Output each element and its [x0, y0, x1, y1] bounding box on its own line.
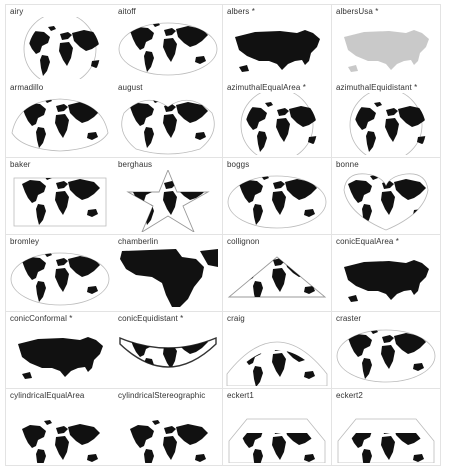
ellipse-world-icon: [227, 175, 327, 229]
projection-thumbnail: [334, 324, 438, 386]
projection-thumbnail: [116, 168, 220, 234]
projection-name: albersUsa *: [336, 7, 379, 16]
projection-thumbnail: [8, 324, 112, 386]
projection-card[interactable]: aitoff: [114, 4, 223, 82]
projection-thumbnail: [225, 401, 329, 465]
ellipse-world-icon: [336, 329, 436, 383]
projection-card[interactable]: craig: [223, 312, 332, 389]
projection-name: chamberlin: [118, 237, 159, 246]
projection-name: conicEqualArea *: [336, 237, 399, 246]
projection-thumbnail: [116, 93, 220, 155]
projection-name: berghaus: [118, 160, 153, 169]
projection-card[interactable]: cylindricalStereographic: [114, 389, 223, 466]
ellipse-world-icon: [10, 252, 110, 306]
baker-world-icon: [13, 177, 107, 227]
projection-thumbnail: [8, 247, 112, 309]
projection-card[interactable]: bromley: [5, 235, 115, 312]
august-world-icon: [121, 99, 215, 155]
projection-name: craster: [336, 314, 362, 323]
projection-thumbnail: [8, 93, 112, 155]
projection-card[interactable]: conicConformal *: [5, 312, 115, 389]
projection-name: bromley: [10, 237, 40, 246]
projection-thumbnail: [334, 247, 438, 309]
projection-name: collignon: [227, 237, 260, 246]
projection-card[interactable]: august: [114, 81, 223, 158]
projection-card[interactable]: conicEqualArea *: [332, 235, 441, 312]
projection-thumbnail: [225, 170, 329, 232]
projection-card[interactable]: baker: [5, 158, 115, 235]
projection-thumbnail: [334, 17, 438, 79]
usa-map-icon: [235, 30, 320, 72]
projection-thumbnail: [116, 17, 220, 79]
usa-map-icon: [344, 260, 429, 302]
armadillo-world-icon: [11, 98, 109, 152]
projection-thumbnail: [116, 324, 220, 386]
projection-thumbnail: [225, 17, 329, 79]
star-world-icon: [126, 168, 210, 234]
projection-name: airy: [10, 7, 24, 16]
projection-thumbnail: [225, 88, 329, 157]
globe-disc-icon: [23, 12, 100, 81]
projection-name: bonne: [336, 160, 359, 169]
projection-card[interactable]: bonne: [332, 158, 441, 235]
usa-map-icon: [344, 30, 429, 72]
projection-card[interactable]: berghaus: [114, 158, 223, 235]
projection-name: albers *: [227, 7, 255, 16]
projection-card[interactable]: eckert1: [223, 389, 332, 466]
projection-card[interactable]: albers *: [223, 4, 332, 82]
projection-name: eckert1: [227, 391, 254, 400]
projection-card[interactable]: conicEquidistant *: [114, 312, 223, 389]
projection-thumbnail: [334, 88, 438, 157]
projection-thumbnail: [8, 401, 112, 465]
projection-card[interactable]: armadillo: [5, 81, 115, 158]
projection-thumbnail: [225, 324, 329, 387]
ellipse-world-icon: [118, 22, 218, 76]
projection-card[interactable]: craster: [332, 312, 441, 389]
rect-world-icon: [116, 419, 220, 465]
heart-world-icon: [343, 173, 429, 231]
octagon-world-icon: [337, 418, 435, 465]
globe-disc-icon: [349, 88, 426, 157]
octagon-world-icon: [228, 418, 326, 465]
projection-thumbnail: [8, 170, 112, 232]
projection-name: azimuthalEqualArea *: [227, 83, 306, 92]
triangle-world-icon: [227, 256, 327, 298]
africa-map-icon: [116, 247, 220, 309]
projection-name: baker: [10, 160, 31, 169]
projection-name: eckert2: [336, 391, 363, 400]
projection-name: azimuthalEquidistant *: [336, 83, 418, 92]
projection-name: conicConformal *: [10, 314, 73, 323]
projection-thumbnail: [334, 401, 438, 465]
projection-card[interactable]: collignon: [223, 235, 332, 312]
globe-disc-icon: [240, 88, 317, 157]
projection-card[interactable]: cylindricalEqualArea: [5, 389, 115, 466]
projection-card[interactable]: azimuthalEquidistant *: [332, 81, 441, 158]
projection-thumbnail: [225, 247, 329, 309]
projection-name: armadillo: [10, 83, 44, 92]
projection-card[interactable]: chamberlin: [114, 235, 223, 312]
projection-card[interactable]: airy: [5, 4, 115, 82]
projection-name: cylindricalEqualArea: [10, 391, 85, 400]
usa-map-icon: [18, 337, 103, 379]
projection-name: conicEquidistant *: [118, 314, 184, 323]
projection-name: aitoff: [118, 7, 136, 16]
projection-card[interactable]: albersUsa *: [332, 4, 441, 82]
fan-world-icon: [119, 336, 217, 368]
projection-name: august: [118, 83, 143, 92]
projection-gallery: airy aitoff albers * albersUsa * armadil…: [5, 4, 441, 466]
projection-name: boggs: [227, 160, 250, 169]
projection-thumbnail: [8, 12, 112, 81]
projection-name: cylindricalStereographic: [118, 391, 206, 400]
projection-card[interactable]: eckert2: [332, 389, 441, 466]
craig-world-icon: [226, 341, 328, 387]
projection-thumbnail: [116, 401, 220, 465]
projection-thumbnail: [334, 170, 438, 232]
projection-card[interactable]: boggs: [223, 158, 332, 235]
projection-thumbnail: [116, 247, 220, 309]
rect-world-icon: [8, 419, 112, 465]
projection-name: craig: [227, 314, 245, 323]
projection-card[interactable]: azimuthalEqualArea *: [223, 81, 332, 158]
